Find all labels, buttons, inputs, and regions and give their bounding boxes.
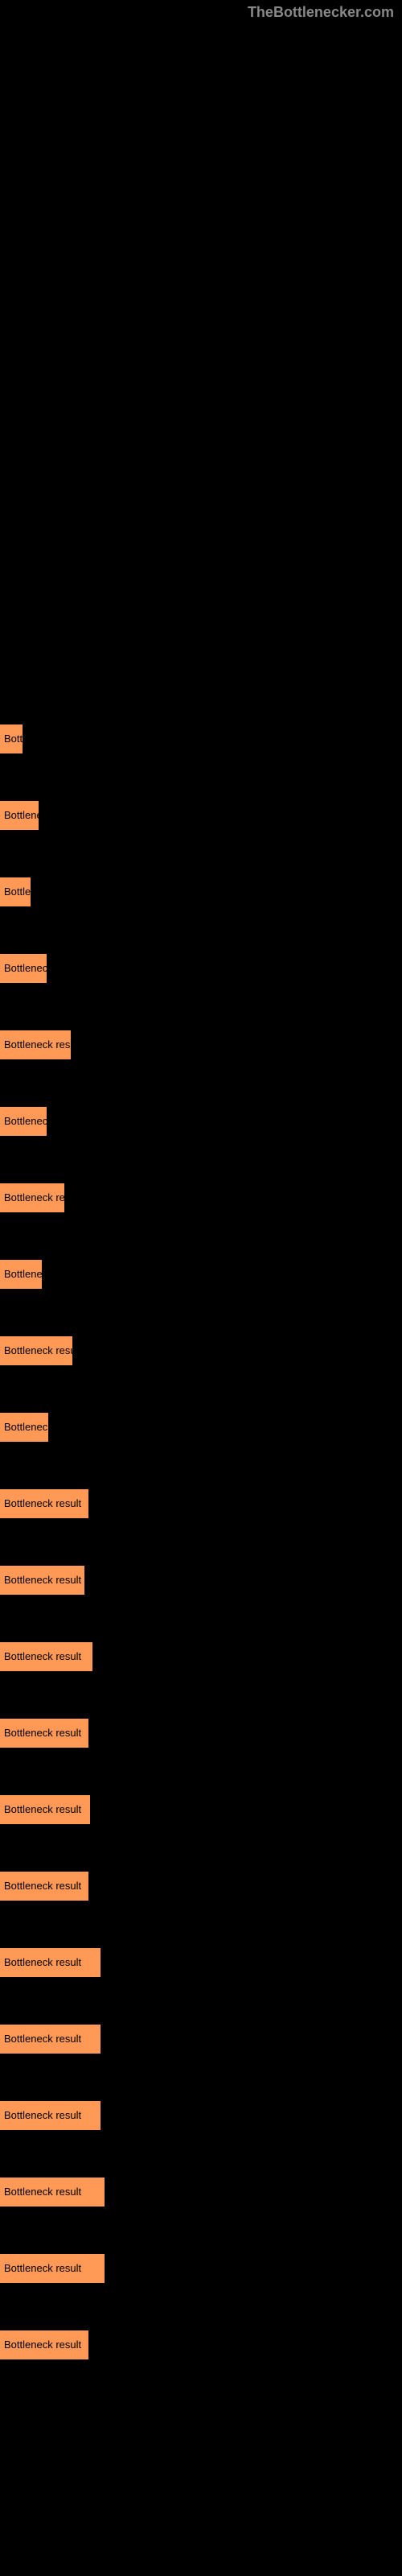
bar-row: Bottleneck result <box>0 801 402 861</box>
bar-row: Bottleneck result <box>0 1336 402 1397</box>
bar-label: Bottleneck result <box>4 2330 81 2359</box>
bar-label: Bottleneck result <box>4 1260 81 1289</box>
bar-label: Bottleneck result <box>4 1413 81 1442</box>
bar-label: Bottleneck result <box>4 1719 81 1748</box>
bar-label: Bottleneck result <box>4 1566 81 1595</box>
bar-row: Bottleneck result <box>0 1107 402 1167</box>
bar-label: Bottleneck result <box>4 1107 81 1136</box>
bar-label: Bottleneck result <box>4 1489 81 1518</box>
bar-row: Bottleneck result <box>0 2254 402 2314</box>
bar-row: Bottleneck result <box>0 877 402 938</box>
bar-label: Bottleneck result <box>4 1642 81 1671</box>
bar-row: Bottleneck result <box>0 1260 402 1320</box>
bar-row: Bottleneck result <box>0 2101 402 2161</box>
bar-row: Bottleneck result <box>0 954 402 1014</box>
bar-label: Bottleneck result <box>4 1030 81 1059</box>
bar-row: Bottleneck result <box>0 1413 402 1473</box>
bar-label: Bottleneck result <box>4 2025 81 2054</box>
bar-row: Bottleneck result <box>0 2025 402 2085</box>
bar-label: Bottleneck result <box>4 724 81 753</box>
bar-row: Bottleneck result <box>0 724 402 785</box>
bar-label: Bottleneck result <box>4 2101 81 2130</box>
watermark: TheBottlenecker.com <box>248 4 394 21</box>
bar-label: Bottleneck result <box>4 2254 81 2283</box>
bar-label: Bottleneck result <box>4 2178 81 2207</box>
bar-row: Bottleneck result <box>0 1183 402 1244</box>
bar-row: Bottleneck result <box>0 1030 402 1091</box>
bar-row: Bottleneck result <box>0 1948 402 2008</box>
bar-row: Bottleneck result <box>0 1872 402 1932</box>
bar-row: Bottleneck result <box>0 1566 402 1626</box>
bar-row: Bottleneck result <box>0 1489 402 1550</box>
bar-row: Bottleneck result <box>0 1642 402 1703</box>
bar-label: Bottleneck result <box>4 1795 81 1824</box>
bar-label: Bottleneck result <box>4 877 81 906</box>
bar-row: Bottleneck result <box>0 2178 402 2238</box>
bar-label: Bottleneck result <box>4 1948 81 1977</box>
bar-label: Bottleneck result <box>4 1183 81 1212</box>
bar-label: Bottleneck result <box>4 801 81 830</box>
bar-row: Bottleneck result <box>0 1795 402 1856</box>
bar-label: Bottleneck result <box>4 954 81 983</box>
bar-row: Bottleneck result <box>0 1719 402 1779</box>
bar-label: Bottleneck result <box>4 1872 81 1901</box>
bar-label: Bottleneck result <box>4 1336 81 1365</box>
bar-row: Bottleneck result <box>0 2330 402 2391</box>
